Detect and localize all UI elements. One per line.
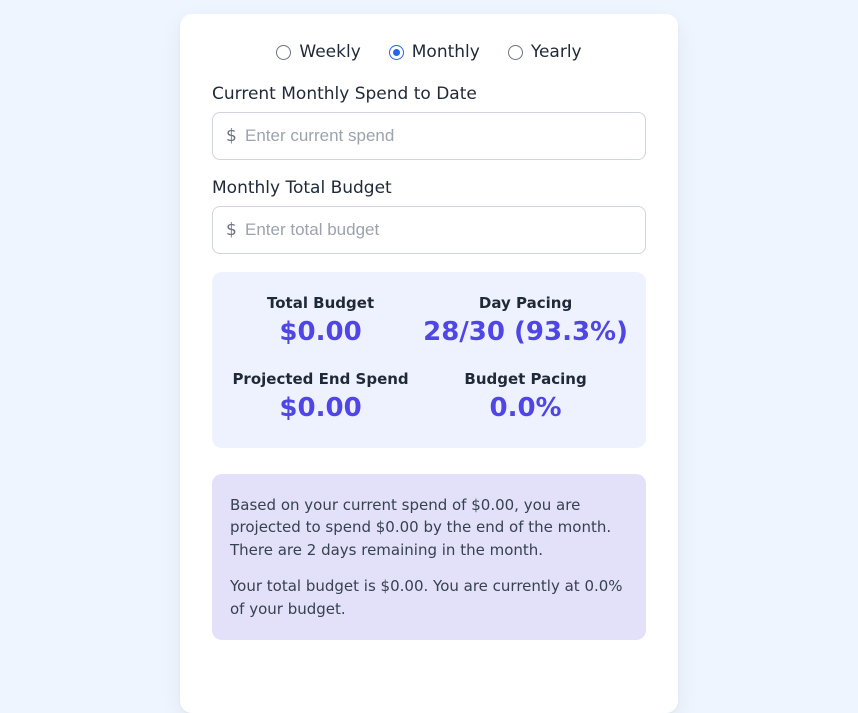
period-option-weekly[interactable]: Weekly bbox=[276, 42, 360, 62]
current-spend-label: Current Monthly Spend to Date bbox=[212, 84, 646, 104]
current-spend-field: Current Monthly Spend to Date $ bbox=[212, 84, 646, 160]
stat-label: Budget Pacing bbox=[423, 370, 628, 388]
radio-icon bbox=[508, 45, 523, 60]
period-radio-group: Weekly Monthly Yearly bbox=[212, 42, 646, 62]
current-spend-input[interactable] bbox=[212, 112, 646, 160]
stat-total-budget: Total Budget $0.00 bbox=[230, 294, 411, 348]
radio-icon bbox=[389, 45, 404, 60]
period-label: Yearly bbox=[531, 42, 582, 62]
radio-icon bbox=[276, 45, 291, 60]
period-label: Weekly bbox=[299, 42, 360, 62]
period-option-yearly[interactable]: Yearly bbox=[508, 42, 582, 62]
stat-budget-pacing: Budget Pacing 0.0% bbox=[423, 370, 628, 424]
stats-panel: Total Budget $0.00 Day Pacing 28/30 (93.… bbox=[212, 272, 646, 448]
stat-value: 0.0% bbox=[423, 394, 628, 424]
total-budget-field: Monthly Total Budget $ bbox=[212, 178, 646, 254]
stat-label: Day Pacing bbox=[423, 294, 628, 312]
summary-line-2: Your total budget is $0.00. You are curr… bbox=[230, 575, 628, 620]
stat-value: $0.00 bbox=[230, 318, 411, 348]
stat-day-pacing: Day Pacing 28/30 (93.3%) bbox=[423, 294, 628, 348]
budget-card: Weekly Monthly Yearly Current Monthly Sp… bbox=[180, 14, 678, 713]
period-option-monthly[interactable]: Monthly bbox=[389, 42, 480, 62]
period-label: Monthly bbox=[412, 42, 480, 62]
stat-value: 28/30 (93.3%) bbox=[423, 318, 628, 348]
stat-projected-end: Projected End Spend $0.00 bbox=[230, 370, 411, 424]
summary-line-1: Based on your current spend of $0.00, yo… bbox=[230, 494, 628, 562]
stat-label: Total Budget bbox=[230, 294, 411, 312]
total-budget-label: Monthly Total Budget bbox=[212, 178, 646, 198]
stat-label: Projected End Spend bbox=[230, 370, 411, 388]
total-budget-input[interactable] bbox=[212, 206, 646, 254]
stat-value: $0.00 bbox=[230, 394, 411, 424]
summary-panel: Based on your current spend of $0.00, yo… bbox=[212, 474, 646, 641]
